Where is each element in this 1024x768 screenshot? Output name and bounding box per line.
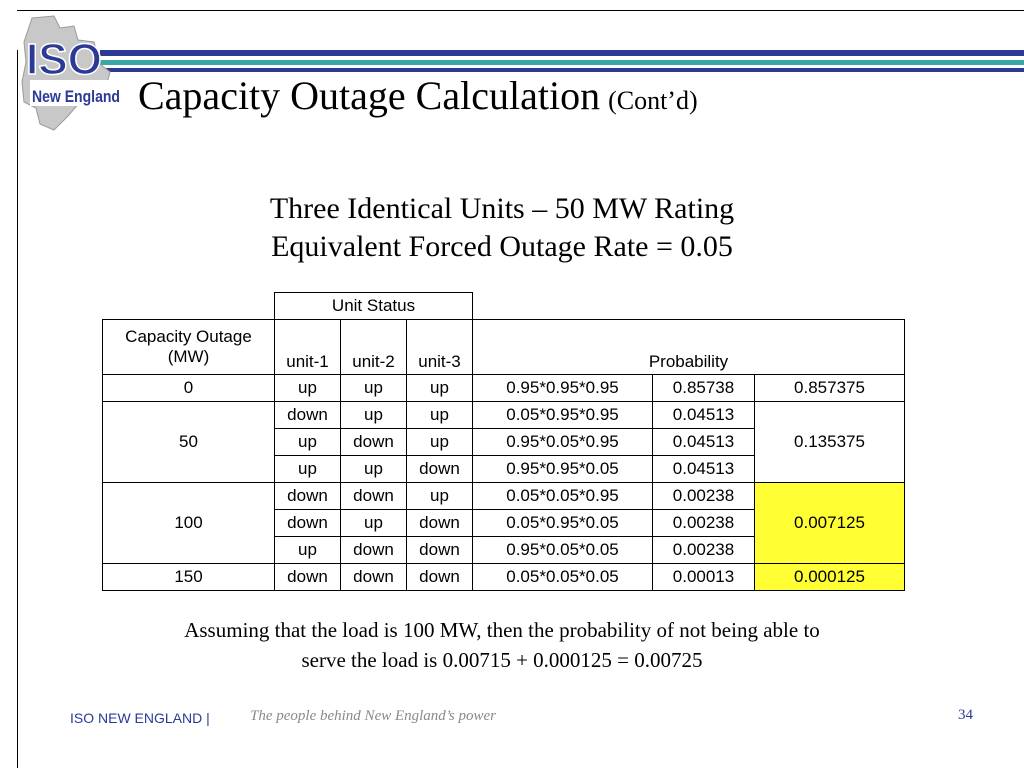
table-row: up up down 0.95*0.95*0.05 0.04513 xyxy=(103,455,905,483)
group-total-highlighted: 0.000125 xyxy=(754,563,905,591)
unit-1-status: down xyxy=(274,401,341,429)
table-header-row-2: Capacity Outage (MW) unit-1 unit-2 unit-… xyxy=(102,319,905,375)
unit-3-status: up xyxy=(406,482,473,510)
probability-header: Probability xyxy=(472,319,905,375)
table-row: up down down 0.95*0.05*0.05 0.00238 xyxy=(103,536,905,564)
unit-3-status: down xyxy=(406,455,473,483)
capacity-cell: 0 xyxy=(102,374,275,402)
unit-1-status: up xyxy=(274,455,341,483)
capacity-header-line-1: Capacity Outage xyxy=(125,327,252,346)
unit-2-status: down xyxy=(340,536,407,564)
unit-2-status: down xyxy=(340,428,407,456)
group-total: 0.857375 xyxy=(754,374,905,402)
unit-status-header: Unit Status xyxy=(274,292,473,320)
capacity-cell: 100 xyxy=(102,482,275,564)
probability-formula: 0.05*0.05*0.95 xyxy=(472,482,653,510)
header-band-gap-2 xyxy=(100,65,1024,68)
unit-3-status: up xyxy=(406,428,473,456)
page-title: Capacity Outage Calculation (Cont’d) xyxy=(138,72,698,119)
header-band-gap xyxy=(100,56,1024,60)
conclusion-line-1: Assuming that the load is 100 MW, then t… xyxy=(184,618,820,642)
unit-3-status: down xyxy=(406,563,473,591)
unit-2-status: up xyxy=(340,509,407,537)
unit-3-status: down xyxy=(406,536,473,564)
group-total: 0.135375 xyxy=(754,401,905,483)
logo-text-iso: ISO xyxy=(26,35,102,84)
table-corner xyxy=(103,293,275,320)
table-header-row-1: Unit Status xyxy=(103,292,905,320)
table-row: up down up 0.95*0.05*0.95 0.04513 xyxy=(103,428,905,456)
probability-formula: 0.95*0.05*0.95 xyxy=(472,428,653,456)
page-number: 34 xyxy=(958,707,973,723)
table-row: 50 down up up 0.05*0.95*0.95 0.04513 0.1… xyxy=(102,401,905,483)
table-row: 100 down down up 0.05*0.05*0.95 0.00238 … xyxy=(102,482,905,564)
table-row: 0 up up up 0.95*0.95*0.95 0.85738 0.8573… xyxy=(102,374,905,402)
unit-2-status: up xyxy=(340,455,407,483)
table-row: 150 down down down 0.05*0.05*0.05 0.0001… xyxy=(102,563,905,591)
probability-formula: 0.95*0.95*0.05 xyxy=(472,455,653,483)
header-band-blue xyxy=(100,50,1024,56)
header-band-blue-2 xyxy=(100,68,1024,72)
unit-1-status: up xyxy=(274,374,341,402)
unit-3-header: unit-3 xyxy=(406,319,473,375)
unit-2-status: up xyxy=(340,401,407,429)
footer-tagline: The people behind New England’s power xyxy=(250,708,496,724)
probability-value: 0.04513 xyxy=(652,428,755,456)
unit-3-status: up xyxy=(406,401,473,429)
capacity-cell: 50 xyxy=(102,401,275,483)
table-row: down up down 0.05*0.95*0.05 0.00238 xyxy=(103,509,905,537)
probability-formula: 0.95*0.05*0.05 xyxy=(472,536,653,564)
capacity-outage-table: Unit Status Capacity Outage (MW) unit-1 … xyxy=(102,292,905,591)
probability-value: 0.00238 xyxy=(652,482,755,510)
unit-3-status: up xyxy=(406,374,473,402)
unit-2-header: unit-2 xyxy=(340,319,407,375)
header-band-teal xyxy=(100,60,1024,65)
probability-value: 0.00238 xyxy=(652,509,755,537)
probability-value: 0.00238 xyxy=(652,536,755,564)
unit-2-status: down xyxy=(340,563,407,591)
unit-1-header: unit-1 xyxy=(274,319,341,375)
unit-1-status: down xyxy=(274,509,341,537)
top-border-line xyxy=(17,10,1024,11)
probability-formula: 0.05*0.95*0.95 xyxy=(472,401,653,429)
unit-2-status: up xyxy=(340,374,407,402)
probability-formula: 0.05*0.05*0.05 xyxy=(472,563,653,591)
capacity-outage-header: Capacity Outage (MW) xyxy=(102,319,275,375)
unit-1-status: down xyxy=(274,563,341,591)
probability-value: 0.04513 xyxy=(652,401,755,429)
footer-org-name: ISO NEW ENGLAND | xyxy=(70,710,210,726)
table-corner-right xyxy=(473,293,905,320)
probability-value: 0.85738 xyxy=(652,374,755,402)
subtitle-line-2: Equivalent Forced Outage Rate = 0.05 xyxy=(271,230,733,263)
conclusion-line-2: serve the load is 0.00715 + 0.000125 = 0… xyxy=(301,648,703,672)
subtitle-line-1: Three Identical Units – 50 MW Rating xyxy=(269,192,735,225)
iso-new-england-logo: ISO New England xyxy=(21,15,122,131)
probability-formula: 0.05*0.95*0.05 xyxy=(472,509,653,537)
unit-2-status: down xyxy=(340,482,407,510)
group-total-highlighted: 0.007125 xyxy=(754,482,905,564)
logo-text-new-england: New England xyxy=(32,87,120,106)
title-suffix: (Cont’d) xyxy=(608,86,698,115)
title-main: Capacity Outage Calculation xyxy=(138,73,601,118)
unit-3-status: down xyxy=(406,509,473,537)
capacity-header-line-2: (MW) xyxy=(167,347,210,366)
unit-1-status: up xyxy=(274,536,341,564)
capacity-cell: 150 xyxy=(102,563,275,591)
unit-1-status: up xyxy=(274,428,341,456)
probability-formula: 0.95*0.95*0.95 xyxy=(472,374,653,402)
probability-value: 0.04513 xyxy=(652,455,755,483)
unit-1-status: down xyxy=(274,482,341,510)
left-border-line xyxy=(17,50,18,768)
probability-value: 0.00013 xyxy=(652,563,755,591)
